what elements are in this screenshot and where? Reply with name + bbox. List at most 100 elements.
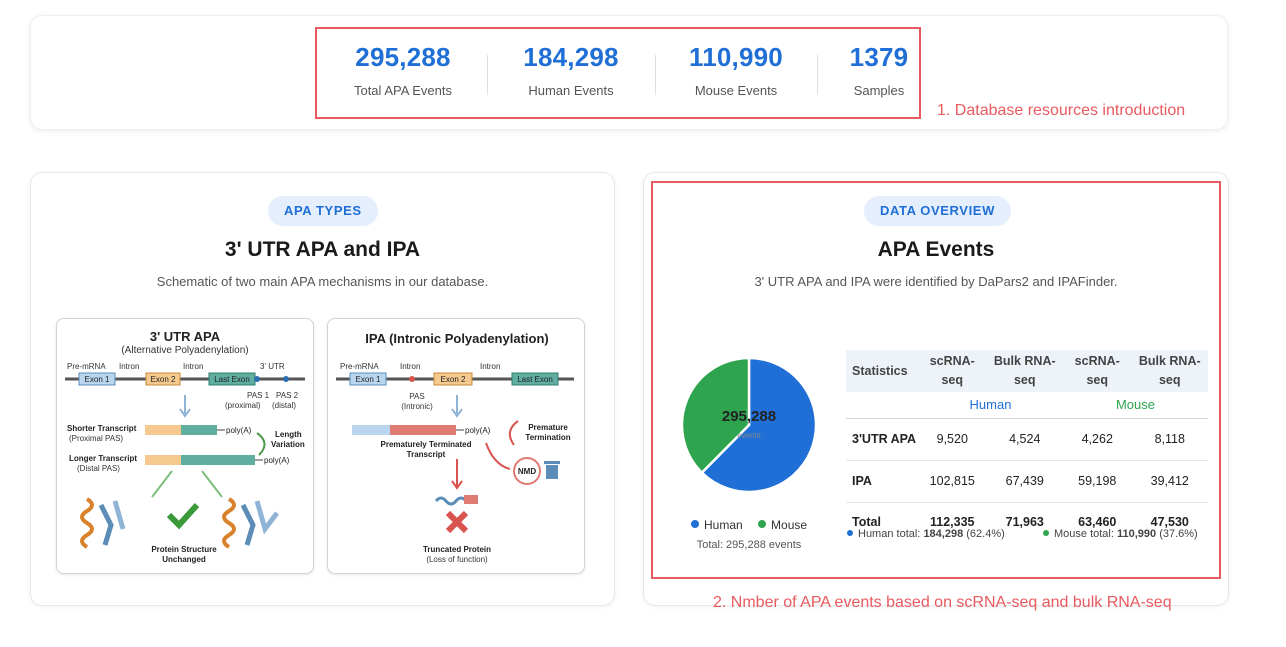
apa-types-subtitle: Schematic of two main APA mechanisms in … xyxy=(156,274,489,289)
utr-longer-label: Longer Transcript xyxy=(69,454,137,463)
stat-label: Mouse Events xyxy=(694,83,778,98)
stat-total-apa: 295,288 Total APA Events xyxy=(333,42,473,98)
stat-value: 295,288 xyxy=(355,42,451,72)
ipa-last-exon-label: Last Exon xyxy=(517,375,553,384)
apa-types-badge: APA TYPES xyxy=(268,196,378,226)
table-row: IPA 102,815 67,439 59,198 39,412 xyxy=(846,460,1208,503)
utr-variation-label: Variation xyxy=(271,440,305,449)
ipa-truncated-block xyxy=(464,495,478,504)
ipa-premature-2: Termination xyxy=(525,433,570,442)
pie-center-value: 295,288 xyxy=(721,408,777,425)
utr-short-utr xyxy=(181,425,217,435)
stat-divider xyxy=(487,55,488,95)
utr-protein-right-icon xyxy=(222,497,279,549)
utr-short-polya: poly(A) xyxy=(226,426,252,435)
stats-card xyxy=(30,15,1228,130)
pie-slice-human xyxy=(700,356,818,494)
utr-pas2-label: PAS 2 xyxy=(276,391,299,400)
utr-long-cds xyxy=(145,455,181,465)
utr-pas2-marker xyxy=(283,376,289,382)
table-row-total: Total 112,335 71,963 63,460 47,530 xyxy=(846,501,1208,542)
utr-proximal-label: (proximal) xyxy=(225,401,261,410)
trash-icon xyxy=(544,461,560,479)
mouse-total-pct: (37.6%) xyxy=(1159,528,1198,540)
utr-arrow-left xyxy=(151,470,173,498)
pie-slice-mouse xyxy=(680,356,751,475)
ipa-exon1-label: Exon 1 xyxy=(356,375,381,384)
ipa-pt-label-2: Transcript xyxy=(407,450,446,459)
species-mouse: Mouse xyxy=(1062,392,1208,419)
ipa-pas-label: PAS xyxy=(409,392,424,401)
col-statistics: Statistics xyxy=(846,350,918,392)
stat-value: 1379 xyxy=(849,42,909,72)
annotation-1: 1. Database resources introduction xyxy=(937,102,1186,119)
utr-length-label: Length xyxy=(275,430,302,439)
ipa-diagram: IPA (Intronic Polyadenylation) Pre-mRNA … xyxy=(336,331,574,564)
utr-intron-label-2: Intron xyxy=(183,362,203,371)
utr-short-cds xyxy=(145,425,181,435)
ipa-title: IPA (Intronic Polyadenylation) xyxy=(365,331,548,346)
utr-down-arrow xyxy=(179,395,191,418)
ipa-nmd-arrow xyxy=(485,442,511,470)
ipa-exon2-label: Exon 2 xyxy=(441,375,466,384)
utr-apa-diagram: 3' UTR APA (Alternative Polyadenylation)… xyxy=(65,329,305,564)
ipa-intron-label: Intron xyxy=(400,362,420,371)
data-overview-badge: DATA OVERVIEW xyxy=(864,196,1011,226)
pie-total-text: Total: 295,288 events xyxy=(696,539,802,551)
ipa-intronic-label: (Intronic) xyxy=(401,402,433,411)
utr-pas1-marker xyxy=(254,376,260,382)
stat-divider xyxy=(655,55,656,95)
table-cell: 39,412 xyxy=(1131,460,1208,503)
human-total-label: Human total: xyxy=(858,528,921,540)
table-row: 3'UTR APA 9,520 4,524 4,262 8,118 xyxy=(846,418,1208,461)
table-cell: 4,524 xyxy=(986,418,1063,461)
mouse-total-label: Mouse total: xyxy=(1054,528,1114,540)
legend-human-swatch xyxy=(691,520,699,528)
utr-protein-left-icon xyxy=(80,497,126,549)
ipa-red-arrow xyxy=(451,459,463,490)
ipa-premrna-label: Pre-mRNA xyxy=(340,362,379,371)
ipa-termination-arrow xyxy=(508,420,519,446)
col-human-scrna: scRNA-seq xyxy=(918,350,987,392)
table-cell: 71,963 xyxy=(986,501,1063,542)
species-row: Human Mouse xyxy=(846,392,1208,419)
utr-subtitle: (Alternative Polyadenylation) xyxy=(121,345,248,356)
data-overview-subtitle: 3' UTR APA and IPA were identified by Da… xyxy=(754,274,1118,289)
stat-value: 184,298 xyxy=(523,42,619,72)
check-icon xyxy=(166,502,200,530)
utr-shorter-sub: (Proximal PAS) xyxy=(69,434,123,443)
utr-distal-label: (distal) xyxy=(272,401,296,410)
ipa-down-arrow xyxy=(451,395,463,418)
ipa-trunc-label-1: Truncated Protein xyxy=(423,545,491,554)
utr-exon1-label: Exon 1 xyxy=(85,375,110,384)
legend-mouse-label: Mouse xyxy=(771,518,808,532)
ipa-polya: poly(A) xyxy=(465,426,491,435)
utr-intron-label: Intron xyxy=(119,362,139,371)
species-pie-chart xyxy=(680,356,818,494)
ipa-trunc-label-2: (Loss of function) xyxy=(426,555,488,564)
ipa-pt-label-1: Prematurely Terminated xyxy=(381,440,472,449)
human-dot xyxy=(847,530,853,536)
table-cell: 67,439 xyxy=(986,460,1063,503)
utr-protein-label-1: Protein Structure xyxy=(151,545,217,554)
row-label: 3'UTR APA xyxy=(846,418,918,461)
human-total-footnote: Human total: 184,298 (62.4%) xyxy=(847,528,1005,540)
human-total-pct: (62.4%) xyxy=(966,528,1005,540)
ipa-exon2 xyxy=(433,372,473,386)
ipa-premature-1: Premature xyxy=(528,423,568,432)
row-label: Total xyxy=(846,501,918,542)
stat-label: Samples xyxy=(853,83,905,98)
ipa-pt-exon xyxy=(352,425,390,435)
table-cell: 47,530 xyxy=(1131,501,1208,542)
stat-human-events: 184,298 Human Events xyxy=(501,42,641,98)
row-label: IPA xyxy=(846,460,918,503)
pie-legend: Human Mouse xyxy=(691,518,807,532)
stat-mouse-events: 110,990 Mouse Events xyxy=(666,42,806,98)
utr-protein-label-2: Unchanged xyxy=(162,555,206,564)
annotation-box-1 xyxy=(315,27,921,119)
utr-length-arrow xyxy=(256,432,266,456)
utr-longer-sub: (Distal PAS) xyxy=(77,464,120,473)
utr-long-utr xyxy=(181,455,255,465)
mouse-dot xyxy=(1043,530,1049,536)
ipa-intron-label-2: Intron xyxy=(480,362,500,371)
